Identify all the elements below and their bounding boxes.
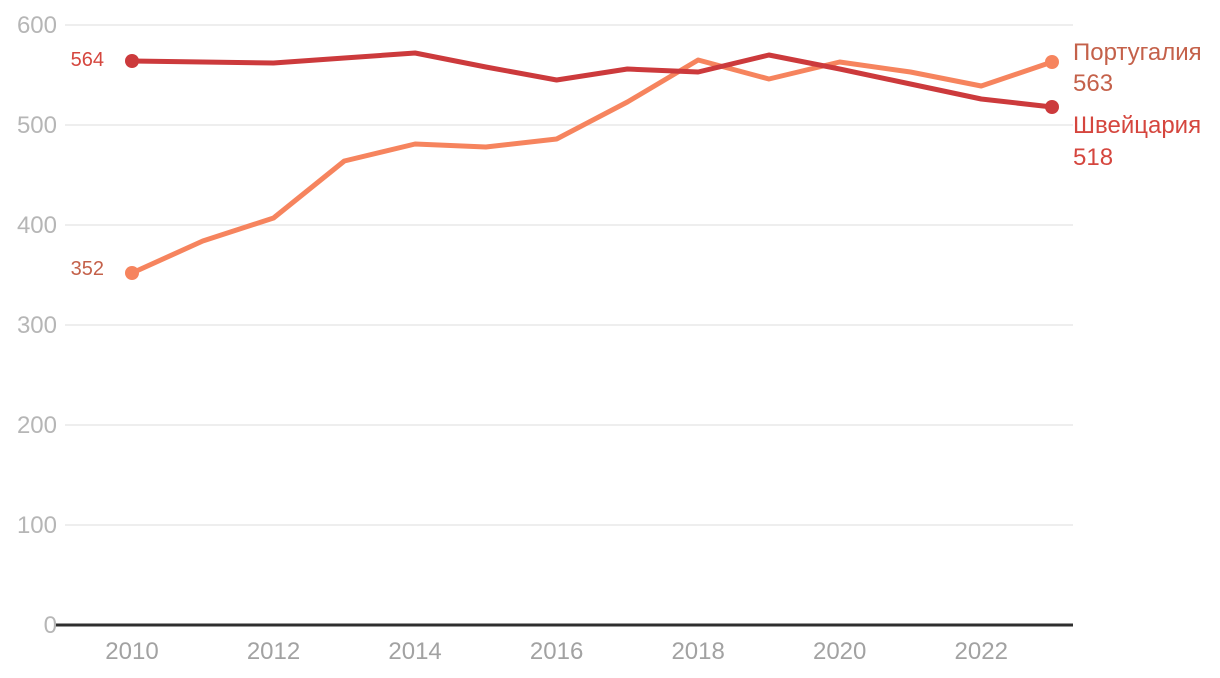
y-tick-label: 500: [17, 112, 57, 139]
series-line-1: [129, 50, 1055, 110]
start-value-label-switzerland: 564: [70, 49, 104, 71]
y-tick-label: 400: [17, 212, 57, 239]
x-tick-label: 2020: [813, 638, 866, 665]
end-value-label-switzerland: 518: [1073, 144, 1114, 171]
x-tick-label: 2016: [530, 638, 583, 665]
y-tick-label: 300: [17, 312, 57, 339]
series-name-portugal: Португалия: [1073, 39, 1202, 66]
x-tick-label: 2010: [105, 638, 158, 665]
series-endpoint-dot-0: [125, 266, 139, 280]
series-endpoint-dot-1: [125, 54, 139, 68]
series-label-switzerland: Швейцария 518: [1073, 110, 1201, 174]
start-value-label-portugal: 352: [70, 258, 104, 280]
x-tick-label: 2012: [247, 638, 300, 665]
series-label-portugal: Португалия 563: [1073, 37, 1202, 99]
series-endpoint-dot-1: [1045, 100, 1059, 114]
y-tick-label: 0: [44, 612, 57, 639]
x-tick-label: 2018: [671, 638, 724, 665]
end-value-label-portugal: 563: [1073, 70, 1114, 97]
y-tick-label: 600: [17, 12, 57, 39]
y-tick-label: 200: [17, 412, 57, 439]
series-endpoint-dot-0: [1045, 55, 1059, 69]
series-name-switzerland: Швейцария: [1073, 112, 1202, 139]
y-tick-label: 100: [17, 512, 57, 539]
series-line-0: [129, 57, 1055, 276]
x-tick-label: 2014: [388, 638, 441, 665]
x-tick-label: 2022: [955, 638, 1008, 665]
